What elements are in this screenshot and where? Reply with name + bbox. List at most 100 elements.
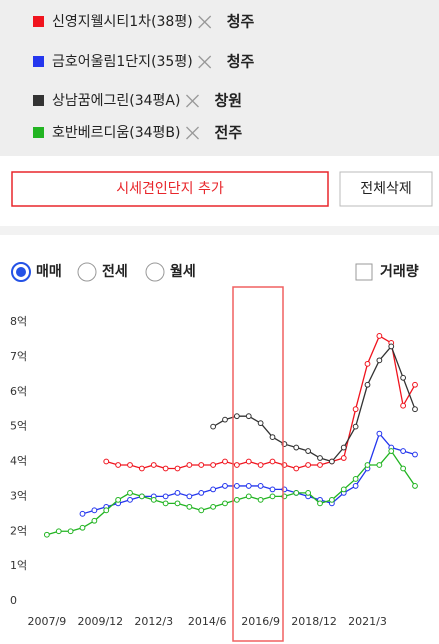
point xyxy=(412,483,418,489)
point xyxy=(245,483,252,489)
point xyxy=(162,493,169,500)
point xyxy=(269,458,276,465)
legend-swatch xyxy=(33,127,44,138)
point xyxy=(174,465,181,472)
point xyxy=(103,507,110,514)
x-tick-label: 2009/12 xyxy=(77,615,123,628)
point xyxy=(376,333,383,339)
y-tick-label: 2억 xyxy=(10,524,27,537)
point xyxy=(162,500,169,507)
add-button-label[interactable]: 시세견인단지 추가 xyxy=(116,181,224,197)
remove-icon[interactable] xyxy=(186,126,199,140)
point xyxy=(305,489,312,496)
point xyxy=(328,496,335,503)
legend-label: 금호어울림1단지(35평) xyxy=(52,54,193,70)
point xyxy=(198,489,205,496)
point xyxy=(340,444,347,451)
point xyxy=(150,462,157,468)
remove-icon[interactable] xyxy=(198,15,212,29)
point xyxy=(186,462,193,468)
y-tick-label: 3억 xyxy=(10,489,27,502)
y-tick-label: 6억 xyxy=(10,385,27,398)
y-tick-label: 7억 xyxy=(10,350,27,363)
y-tick-label: 4억 xyxy=(10,455,27,468)
point xyxy=(138,465,145,472)
point xyxy=(79,510,86,517)
point xyxy=(233,496,240,503)
point xyxy=(257,462,264,468)
point xyxy=(233,413,240,420)
option-label[interactable]: 매매 xyxy=(36,264,62,280)
point xyxy=(317,500,323,507)
point xyxy=(138,493,145,500)
point xyxy=(352,406,359,413)
option-label[interactable]: 월세 xyxy=(170,263,196,280)
point xyxy=(222,483,228,489)
point xyxy=(400,448,407,454)
point xyxy=(269,486,276,493)
y-tick-label: 5억 xyxy=(10,420,27,433)
point xyxy=(352,476,359,482)
point xyxy=(150,496,157,503)
point xyxy=(91,517,98,524)
point xyxy=(412,451,418,458)
point xyxy=(269,434,276,440)
x-tick-label: 2012/3 xyxy=(134,615,173,628)
x-tick-label: 2014/6 xyxy=(188,615,227,628)
point xyxy=(269,493,276,500)
legend-swatch xyxy=(33,16,44,27)
series-line xyxy=(82,432,416,515)
checkbox-label[interactable]: 거래량 xyxy=(380,264,419,280)
point xyxy=(352,483,359,489)
remove-icon[interactable] xyxy=(186,94,199,108)
radio[interactable] xyxy=(77,262,97,282)
checkbox[interactable] xyxy=(355,263,373,281)
point xyxy=(257,483,264,489)
point xyxy=(340,455,347,461)
legend-region: 청주 xyxy=(227,53,255,71)
point xyxy=(388,343,395,350)
point xyxy=(400,374,407,381)
x-tick-label: 2021/3 xyxy=(348,615,387,628)
point xyxy=(127,462,133,468)
legend-region: 전주 xyxy=(215,124,243,142)
point xyxy=(305,462,312,468)
point xyxy=(412,381,418,388)
legend-label: 호반베르디움(34평B) xyxy=(52,125,181,141)
clear-button[interactable] xyxy=(339,171,433,207)
point xyxy=(186,503,193,510)
plot: 0 1억 2억 3억 4억 5억 6억 7억 8억 2007/9 2009/12 2012/3 2014… xyxy=(10,315,418,628)
point xyxy=(127,489,133,496)
x-tick-label: 2007/9 xyxy=(28,615,67,628)
point xyxy=(210,503,217,510)
point xyxy=(127,496,133,503)
point xyxy=(376,462,383,468)
x-tick-label: 2018/12 xyxy=(291,615,337,628)
remove-icon[interactable] xyxy=(198,55,212,69)
option-label[interactable]: 전세 xyxy=(102,263,128,280)
y-tick-label: 8억 xyxy=(10,315,27,328)
add-button[interactable] xyxy=(11,171,329,207)
point xyxy=(43,531,50,538)
point xyxy=(257,496,264,503)
point xyxy=(210,423,217,430)
point xyxy=(91,507,98,514)
point xyxy=(210,462,217,468)
point xyxy=(317,455,323,461)
point xyxy=(400,402,407,409)
point xyxy=(305,448,312,454)
point xyxy=(198,462,205,468)
point xyxy=(79,524,86,531)
point xyxy=(245,493,252,500)
point xyxy=(162,465,169,472)
point xyxy=(412,406,418,413)
radio-dot xyxy=(16,267,26,277)
clear-button-label[interactable]: 전체삭제 xyxy=(360,181,412,197)
x-tick-label: 2016/9 xyxy=(241,615,280,628)
radio[interactable] xyxy=(145,262,165,282)
point xyxy=(115,496,122,503)
series-line xyxy=(212,345,416,463)
